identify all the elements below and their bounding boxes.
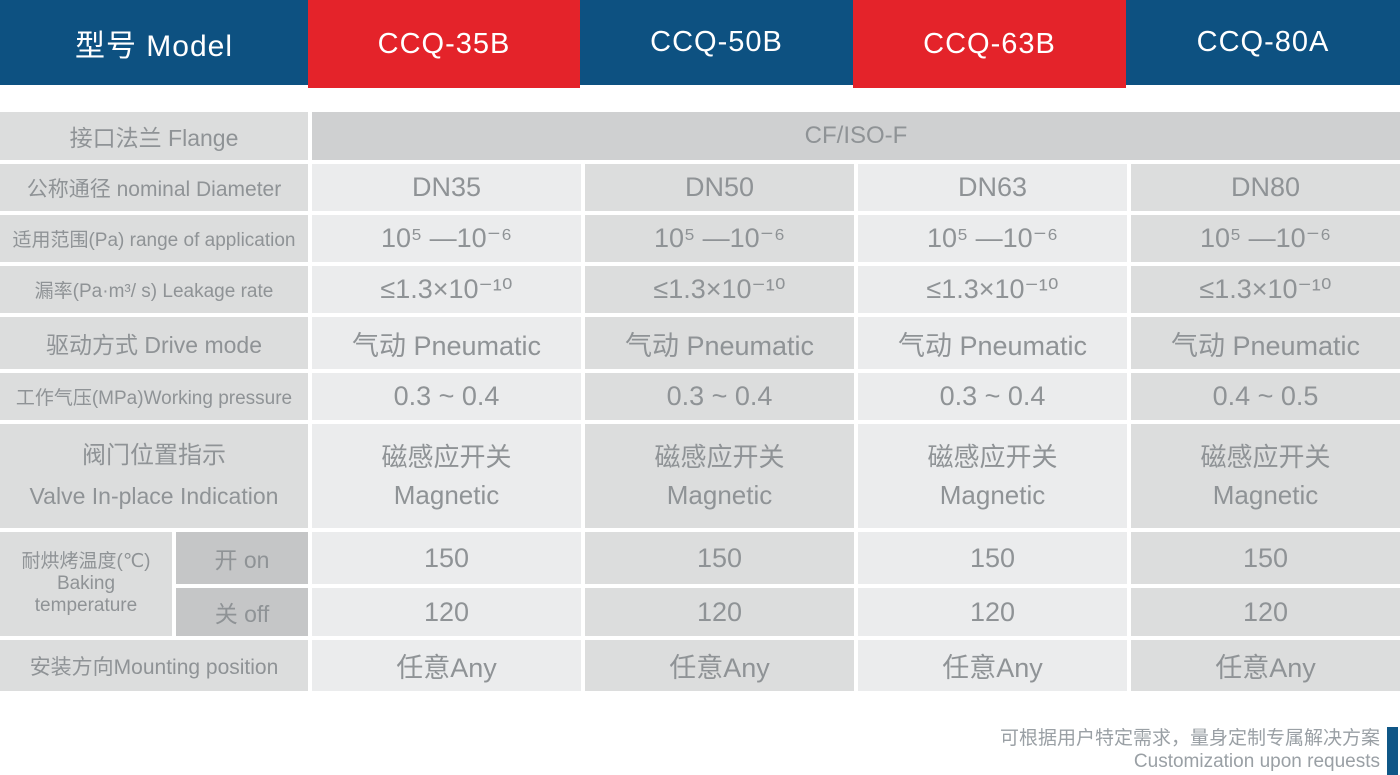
header-model-cell: 型号 Model [0, 0, 308, 85]
indication-value-zh: 磁感应开关 [654, 442, 785, 472]
baking-on-value-1: 150 [312, 532, 581, 584]
header-col-ccq-50b: CCQ-50B [580, 0, 853, 85]
baking-on-value-2: 150 [585, 532, 854, 584]
indication-value-zh: 磁感应开关 [381, 442, 512, 472]
row-range-value-4: 10⁵ —10⁻⁶ [1131, 215, 1400, 262]
indication-value-en: Magnetic [1212, 480, 1319, 510]
baking-off-value-2: 120 [585, 588, 854, 636]
row-diameter-label: 公称通径 nominal Diameter [0, 164, 308, 211]
spec-table: 接口法兰 Flange CF/ISO-F 公称通径 nominal Diamet… [0, 112, 1400, 691]
indication-value-zh: 磁感应开关 [1200, 442, 1331, 472]
row-drive-label: 驱动方式 Drive mode [0, 317, 308, 369]
baking-off-value-1: 120 [312, 588, 581, 636]
baking-on-label: 开 on [176, 532, 308, 584]
row-mounting-value-1: 任意Any [312, 640, 581, 691]
row-baking-label-zh: 耐烘烤温度(℃) [21, 551, 151, 572]
row-baking-label-en2: temperature [34, 595, 138, 616]
row-leakage-value-4: ≤1.3×10⁻¹⁰ [1131, 266, 1400, 313]
row-pressure-label: 工作气压(MPa)Working pressure [0, 373, 308, 420]
row-indication-label: 阀门位置指示 Valve In-place Indication [0, 424, 308, 528]
row-range-value-1: 10⁵ —10⁻⁶ [312, 215, 581, 262]
row-diameter-value-2: DN50 [585, 164, 854, 211]
row-flange-value: CF/ISO-F [312, 112, 1400, 160]
row-flange-label: 接口法兰 Flange [0, 112, 308, 160]
footer-note: 可根据用户特定需求，量身定制专属解决方案 Customization upon … [1000, 727, 1398, 775]
row-pressure-value-4: 0.4 ~ 0.5 [1131, 373, 1400, 420]
row-indication-value-1: 磁感应开关 Magnetic [312, 424, 581, 528]
row-diameter-value-4: DN80 [1131, 164, 1400, 211]
indication-value-en: Magnetic [393, 480, 500, 510]
indication-value-en: Magnetic [939, 480, 1046, 510]
row-drive-value-2: 气动 Pneumatic [585, 317, 854, 369]
header-col-ccq-80a: CCQ-80A [1126, 0, 1400, 85]
indication-value-en: Magnetic [666, 480, 773, 510]
row-leakage-label: 漏率(Pa·m³/ s) Leakage rate [0, 266, 308, 313]
row-indication-value-3: 磁感应开关 Magnetic [858, 424, 1127, 528]
row-drive-value-3: 气动 Pneumatic [858, 317, 1127, 369]
row-leakage-value-1: ≤1.3×10⁻¹⁰ [312, 266, 581, 313]
header-col-ccq-35b: CCQ-35B [308, 0, 580, 88]
row-mounting-value-3: 任意Any [858, 640, 1127, 691]
row-leakage-value-3: ≤1.3×10⁻¹⁰ [858, 266, 1127, 313]
footer-note-en: Customization upon requests [1133, 751, 1380, 772]
baking-off-value-4: 120 [1131, 588, 1400, 636]
footer-note-text: 可根据用户特定需求，量身定制专属解决方案 Customization upon … [1000, 727, 1380, 775]
footer-accent-bar [1387, 727, 1398, 775]
row-indication-label-zh: 阀门位置指示 [82, 442, 226, 469]
row-diameter-value-1: DN35 [312, 164, 581, 211]
row-baking-label-en1: Baking [56, 573, 116, 594]
row-indication-value-4: 磁感应开关 Magnetic [1131, 424, 1400, 528]
row-range-value-2: 10⁵ —10⁻⁶ [585, 215, 854, 262]
row-pressure-value-3: 0.3 ~ 0.4 [858, 373, 1127, 420]
footer-note-zh: 可根据用户特定需求，量身定制专属解决方案 [999, 728, 1380, 749]
row-diameter-value-3: DN63 [858, 164, 1127, 211]
row-drive-value-4: 气动 Pneumatic [1131, 317, 1400, 369]
row-mounting-label: 安装方向Mounting position [0, 640, 308, 691]
row-mounting-value-2: 任意Any [585, 640, 854, 691]
baking-off-value-3: 120 [858, 588, 1127, 636]
baking-off-label: 关 off [176, 588, 308, 636]
row-indication-label-en: Valve In-place Indication [29, 483, 279, 509]
row-drive-value-1: 气动 Pneumatic [312, 317, 581, 369]
row-baking-label: 耐烘烤温度(℃) Baking temperature [0, 532, 172, 636]
row-mounting-value-4: 任意Any [1131, 640, 1400, 691]
baking-on-value-3: 150 [858, 532, 1127, 584]
table-header: 型号 Model CCQ-35B CCQ-50B CCQ-63B CCQ-80A [0, 0, 1400, 88]
header-col-ccq-63b: CCQ-63B [853, 0, 1126, 88]
baking-on-value-4: 150 [1131, 532, 1400, 584]
row-pressure-value-2: 0.3 ~ 0.4 [585, 373, 854, 420]
indication-value-zh: 磁感应开关 [927, 442, 1058, 472]
row-indication-value-2: 磁感应开关 Magnetic [585, 424, 854, 528]
row-range-value-3: 10⁵ —10⁻⁶ [858, 215, 1127, 262]
row-pressure-value-1: 0.3 ~ 0.4 [312, 373, 581, 420]
row-leakage-value-2: ≤1.3×10⁻¹⁰ [585, 266, 854, 313]
row-range-label: 适用范围(Pa) range of application [0, 215, 308, 262]
